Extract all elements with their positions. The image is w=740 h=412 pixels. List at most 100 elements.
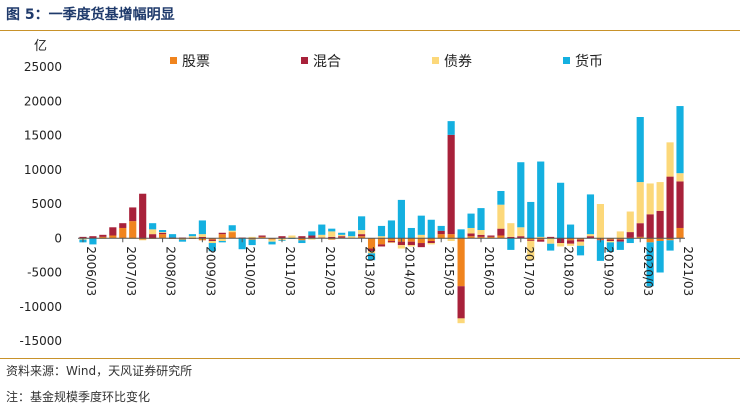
- bar-segment: [149, 229, 157, 235]
- bar-segment: [497, 228, 505, 236]
- bar-segment: [676, 173, 684, 182]
- bar-segment: [328, 228, 336, 232]
- bar-segment: [537, 236, 545, 239]
- bar-segment: [507, 223, 515, 237]
- bar-segment: [427, 243, 435, 245]
- x-tick-label: 2011/03: [283, 246, 297, 296]
- bar-segment: [139, 238, 147, 240]
- bar-segment: [547, 236, 555, 239]
- bar-segment: [656, 240, 664, 273]
- bar-segment: [457, 238, 465, 287]
- bar-segment: [358, 216, 366, 231]
- stacked-bar-chart: 亿 -15000 -10000 -5000 0 5000 10000 15000 20000 25…: [19, 39, 695, 348]
- y-tick-label: 25000: [24, 60, 62, 74]
- bar-segment: [178, 239, 187, 242]
- bar-segment: [626, 211, 634, 233]
- bar-segment: [228, 232, 236, 239]
- bar-segment: [139, 239, 147, 241]
- bar-segment: [646, 183, 654, 215]
- bar-segment: [367, 248, 376, 252]
- bar-segment: [218, 232, 226, 235]
- bar-segment: [358, 234, 366, 237]
- bar-segment: [328, 238, 336, 240]
- bar-segment: [656, 238, 664, 241]
- bar-segment: [228, 225, 236, 231]
- bar-segment: [397, 199, 405, 239]
- bar-segment: [238, 238, 246, 250]
- source-note: 资料来源：Wind，天风证券研究所: [6, 364, 193, 378]
- bar-segment: [328, 236, 336, 239]
- bar-segment: [159, 230, 167, 233]
- bar-segment: [576, 239, 585, 242]
- bar-segment: [228, 230, 236, 233]
- bar-segment: [208, 243, 216, 252]
- bar-segment: [596, 204, 604, 239]
- bar-segment: [358, 236, 366, 239]
- x-tick-label: 2007/03: [124, 246, 138, 296]
- bar-segment: [188, 236, 197, 239]
- bar-segment: [159, 232, 167, 233]
- bar-segment: [616, 239, 624, 242]
- y-tick-label: 15000: [24, 129, 62, 143]
- x-tick-label: 2016/03: [482, 246, 496, 296]
- bar-segment: [417, 243, 425, 248]
- bar-segment: [387, 220, 396, 239]
- bar-segment: [527, 240, 535, 241]
- bar-segment: [268, 241, 276, 245]
- bar-segment: [527, 238, 535, 241]
- bar-segment: [208, 240, 216, 244]
- bar-segment: [497, 204, 505, 229]
- bar-segment: [676, 227, 684, 239]
- title-divider: [0, 30, 740, 31]
- bar-segment: [308, 235, 316, 239]
- bar-segment: [457, 229, 465, 239]
- bar-segment: [358, 230, 366, 235]
- legend-label: 混合: [313, 54, 341, 70]
- bar-segment: [198, 234, 206, 237]
- legend-swatch: [563, 57, 570, 64]
- y-tick-label: 10000: [24, 163, 62, 177]
- bar-segment: [467, 227, 475, 234]
- bar-segment: [407, 238, 415, 242]
- bar-segment: [576, 245, 585, 256]
- bar-segment: [636, 223, 644, 237]
- y-tick-label: -5000: [27, 266, 62, 280]
- bar-segment: [367, 253, 376, 261]
- bar-segment: [477, 234, 485, 237]
- y-tick-label: 20000: [24, 94, 62, 108]
- bar-segment: [387, 240, 396, 243]
- bar-segment: [566, 243, 575, 246]
- x-tick-label: 2015/03: [442, 246, 456, 296]
- bar-segment: [656, 182, 664, 211]
- legend-label: 股票: [182, 54, 210, 70]
- x-tick-label: 2020/03: [641, 246, 655, 296]
- bar-segment: [308, 238, 316, 240]
- bar-segment: [407, 241, 415, 246]
- bar-segment: [79, 236, 87, 239]
- y-tick-label: -10000: [19, 300, 62, 314]
- x-tick-label: 2012/03: [323, 246, 337, 296]
- bar-segment: [298, 236, 306, 239]
- x-tick-label: 2006/03: [84, 246, 98, 296]
- bar-segment: [149, 223, 157, 230]
- bar-segment: [288, 235, 296, 239]
- bar-segment: [497, 190, 505, 205]
- bar-segment: [89, 236, 97, 239]
- bar-segment: [586, 236, 595, 239]
- bar-segment: [517, 236, 525, 239]
- legend-label: 债券: [444, 54, 472, 70]
- bar-segment: [606, 239, 614, 241]
- bar-segment: [666, 240, 674, 251]
- bar-segment: [397, 245, 405, 249]
- bar-segment: [487, 235, 495, 237]
- bar-segment: [129, 207, 137, 222]
- bar-segment: [566, 224, 575, 239]
- x-tick-label: 2014/03: [402, 246, 416, 296]
- y-tick-label: -15000: [19, 334, 62, 348]
- bar-segment: [636, 117, 644, 183]
- bar-segment: [557, 243, 565, 247]
- bar-segment: [517, 162, 525, 228]
- bar-segment: [636, 236, 644, 239]
- bar-segment: [318, 234, 326, 238]
- bar-segment: [616, 231, 624, 239]
